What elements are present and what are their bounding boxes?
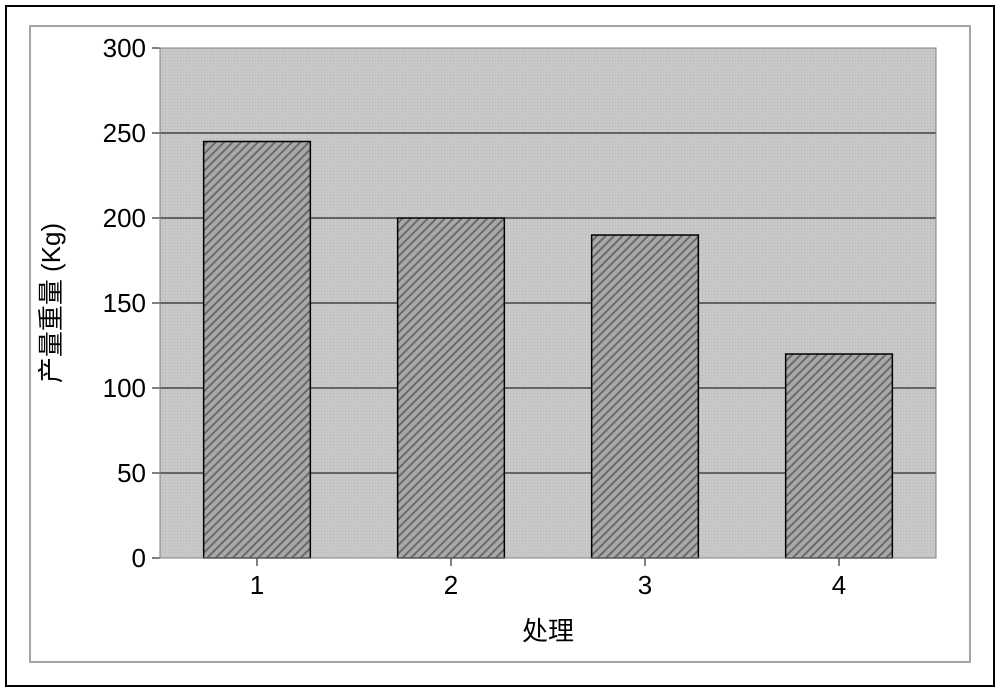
y-tick-label: 300	[103, 33, 146, 63]
y-tick-label: 150	[103, 288, 146, 318]
y-tick-label: 100	[103, 373, 146, 403]
bar	[204, 142, 311, 559]
x-tick-label: 4	[832, 570, 846, 600]
yield-bar-chart: 0 50 100 150 200 250 300 1 2 3 4 处理 产量重量 (Kg)	[0, 0, 1000, 692]
y-tick-label: 0	[132, 543, 146, 573]
bar	[592, 235, 699, 558]
y-tick-label: 50	[117, 458, 146, 488]
y-tick-label: 250	[103, 118, 146, 148]
x-tick-label: 3	[638, 570, 652, 600]
y-tick-label: 200	[103, 203, 146, 233]
x-tick-label: 2	[444, 570, 458, 600]
bar	[398, 218, 505, 558]
bar	[786, 354, 893, 558]
y-axis-label: 产量重量 (Kg)	[36, 223, 66, 383]
x-tick-label: 1	[250, 570, 264, 600]
x-axis-label: 处理	[522, 616, 574, 646]
